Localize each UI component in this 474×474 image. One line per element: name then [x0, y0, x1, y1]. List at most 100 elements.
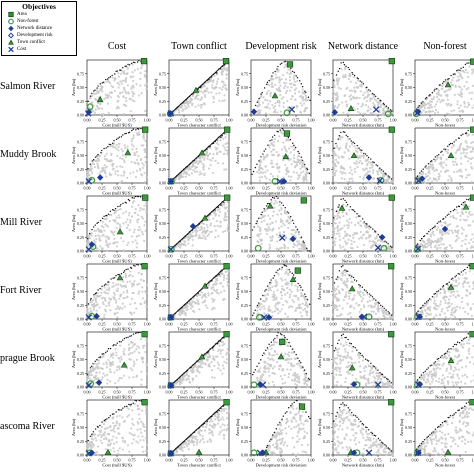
cloud-point	[117, 95, 120, 99]
cloud-point	[445, 93, 448, 97]
cloud-point	[177, 177, 181, 180]
frontier-point	[100, 151, 102, 154]
cloud-point	[455, 79, 458, 82]
cloud-point	[193, 301, 197, 304]
cloud-point	[144, 300, 147, 303]
y-tick-label: 0.00	[77, 113, 84, 118]
cloud-point	[272, 106, 275, 109]
frontier-point	[273, 275, 276, 277]
cloud-point	[276, 76, 279, 79]
cloud-point	[354, 223, 357, 226]
frontier-point	[343, 64, 346, 66]
cloud-point	[453, 315, 457, 319]
cloud-point	[278, 165, 281, 168]
cloud-point	[190, 172, 193, 175]
cloud-point	[415, 315, 418, 318]
cloud-point	[281, 73, 285, 77]
cloud-point	[363, 91, 366, 94]
frontier-point	[89, 232, 91, 235]
cloud-point	[464, 140, 467, 143]
y-axis-label: Area (ha)	[235, 214, 240, 232]
cloud-point	[113, 89, 117, 92]
cloud-point	[202, 163, 205, 166]
cloud-point	[191, 309, 195, 312]
cloud-point	[459, 174, 462, 178]
cloud-point	[97, 90, 100, 93]
cloud-point	[140, 157, 143, 160]
frontier-point	[372, 92, 374, 95]
cloud-point	[336, 146, 339, 149]
cloud-point	[306, 304, 309, 307]
cloud-point	[203, 294, 206, 297]
cloud-point	[99, 88, 102, 91]
frontier-point	[454, 73, 456, 75]
marker-square	[142, 126, 149, 133]
cloud-point	[436, 246, 439, 249]
cloud-point	[118, 360, 122, 363]
cloud-point	[110, 91, 113, 94]
frontier-point	[442, 286, 444, 288]
frontier-point	[430, 160, 433, 162]
cloud-point	[370, 310, 373, 313]
cloud-point	[263, 307, 266, 310]
cloud-point	[428, 169, 431, 173]
cloud-point	[282, 243, 286, 246]
cloud-point	[382, 172, 385, 175]
cloud-point	[259, 109, 262, 112]
frontier-point	[437, 290, 440, 292]
cloud-point	[115, 226, 118, 230]
cloud-point	[460, 152, 463, 155]
cloud-point	[304, 107, 307, 110]
cloud-point	[304, 173, 307, 176]
cloud-point	[346, 148, 350, 151]
cloud-point	[471, 91, 474, 94]
cloud-point	[455, 217, 458, 220]
cloud-point	[441, 233, 444, 236]
y-tick-label: 0.00	[241, 181, 248, 186]
cloud-point	[285, 139, 288, 142]
cloud-point	[257, 225, 260, 228]
cloud-point	[463, 147, 467, 151]
cloud-point	[350, 315, 353, 319]
cloud-point	[385, 317, 388, 320]
cloud-point	[103, 164, 106, 167]
marker-square	[224, 126, 231, 133]
cloud-point	[115, 147, 118, 150]
marker-circle	[380, 244, 388, 252]
cloud-point	[98, 107, 101, 110]
cloud-point	[353, 294, 356, 297]
cloud-point	[299, 167, 302, 170]
cloud-point	[145, 83, 148, 86]
cloud-point	[195, 234, 198, 237]
cloud-point	[105, 175, 108, 178]
marker-diamond	[265, 314, 273, 321]
frontier-point	[130, 335, 133, 337]
cloud-point	[203, 93, 207, 97]
frontier-point	[137, 195, 140, 198]
cloud-point	[287, 215, 290, 218]
frontier-point	[288, 269, 290, 271]
y-tick-label: 0.25	[323, 167, 330, 172]
cloud-point	[140, 272, 143, 275]
cloud-point	[109, 309, 112, 312]
frontier-point	[306, 167, 308, 170]
cloud-point	[364, 231, 368, 234]
frontier-point	[254, 166, 257, 169]
cloud-point	[350, 276, 353, 279]
frontier-point	[456, 69, 458, 72]
x-tick-label: 0.50	[278, 322, 285, 327]
frontier-point	[112, 277, 114, 279]
cloud-point	[303, 92, 306, 95]
cloud-point	[287, 175, 291, 178]
cloud-point	[122, 249, 125, 252]
cloud-point	[471, 150, 474, 153]
cloud-point	[383, 310, 386, 313]
cloud-point	[124, 97, 128, 100]
cloud-point	[216, 162, 220, 165]
cloud-point	[349, 304, 352, 307]
cloud-point	[221, 272, 224, 275]
y-tick-label: 0.75	[323, 71, 330, 76]
cloud-point	[258, 172, 261, 175]
cloud-point	[280, 212, 283, 216]
cloud-point	[211, 156, 215, 160]
